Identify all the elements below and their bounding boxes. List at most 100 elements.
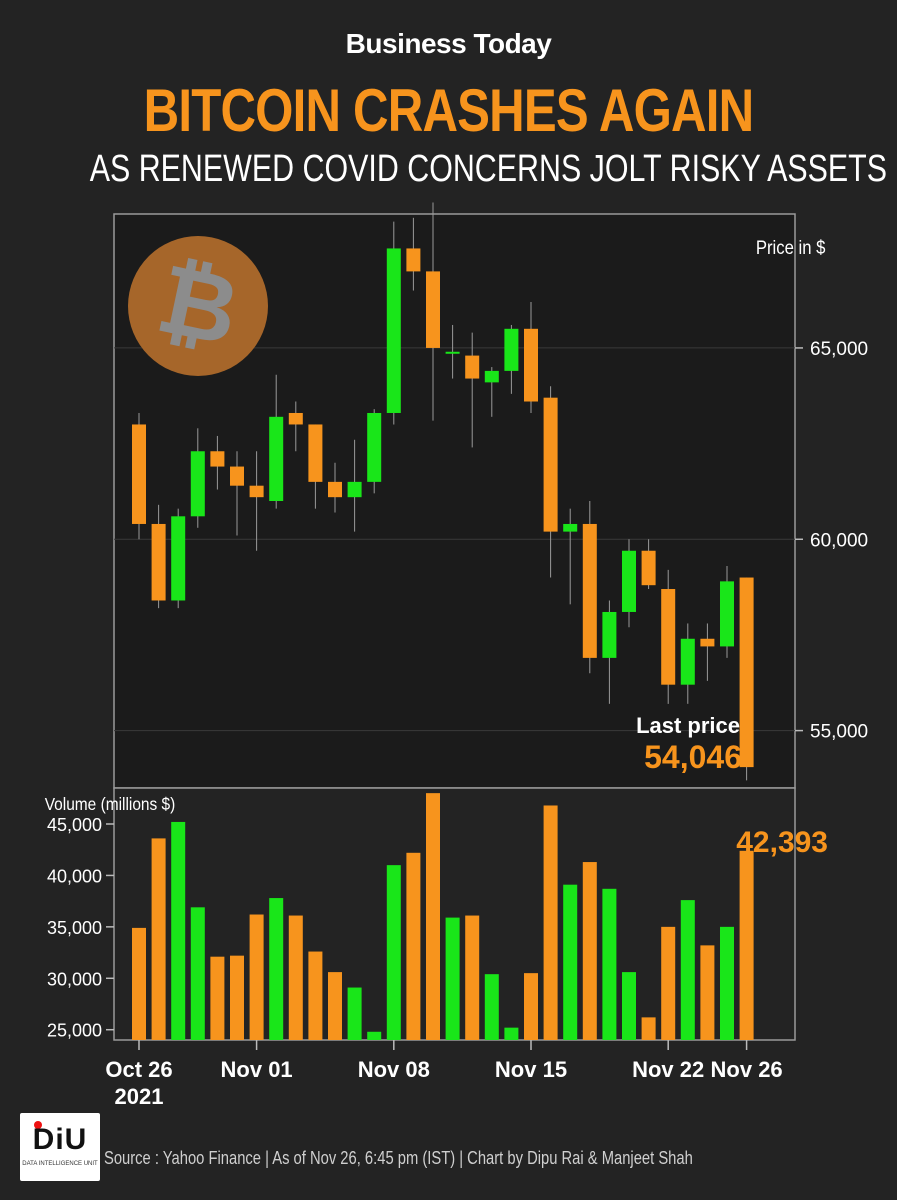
candle-body [190, 451, 205, 517]
last-price-value: 54,046 [644, 739, 742, 775]
volume-bar [680, 900, 695, 1040]
brand-name: Business Today [345, 28, 552, 59]
logo-text: DiU [32, 1123, 88, 1156]
x-tick-label-line: 2021 [115, 1084, 164, 1109]
volume-tick-label: 25,000 [47, 1021, 102, 1041]
x-tick-label: Nov 01 [221, 1057, 293, 1082]
candle-body [504, 328, 519, 371]
volume-bar [190, 907, 205, 1040]
volume-bar [582, 862, 597, 1040]
candle-body [524, 328, 538, 402]
volume-bar [406, 852, 421, 1040]
x-tick-label: Nov 08 [358, 1057, 430, 1082]
candle-body [132, 424, 146, 524]
candle-body [622, 550, 636, 612]
candle-body [288, 412, 303, 425]
candle-body [602, 611, 617, 658]
candle-body [308, 424, 323, 482]
price-tick-label: 55,000 [810, 722, 868, 743]
candle-body [484, 370, 499, 383]
price-tick-label: 65,000 [810, 339, 868, 360]
volume-tick-label: 35,000 [47, 918, 102, 938]
volume-bar [386, 865, 401, 1040]
candle-body [543, 397, 558, 532]
volume-bar [347, 987, 362, 1040]
candle-body [563, 523, 578, 532]
diu-logo: DiU DATA INTELLIGENCE UNIT [20, 1113, 100, 1181]
x-tick-label-line: Nov 08 [358, 1057, 430, 1082]
candle-body [367, 412, 382, 482]
axis-ticks: 65,000 60,000 55,000 45,000 40,000 35,000 30,0… [47, 339, 868, 1109]
volume-bar [484, 974, 499, 1040]
candle-body [739, 577, 754, 768]
logo-subtext: DATA INTELLIGENCE UNIT [22, 1161, 98, 1167]
volume-bar [249, 914, 264, 1040]
volume-bar [132, 927, 146, 1040]
candle-body [406, 248, 421, 272]
volume-bar [151, 838, 166, 1040]
candle-body [465, 355, 480, 379]
candle-body [171, 516, 186, 601]
candle-body [230, 466, 244, 486]
volume-bar [700, 945, 715, 1040]
candle-body [269, 416, 284, 501]
volume-bar [720, 926, 734, 1040]
price-axis-label: Price in $ [756, 237, 826, 258]
volume-bar [602, 888, 617, 1040]
volume-bar [171, 821, 186, 1040]
x-tick-label-line: Nov 15 [495, 1057, 567, 1082]
chart-title: BITCOIN CRASHES AGAIN [143, 77, 754, 144]
x-tick-label: Nov 22 [632, 1057, 704, 1082]
volume-tick-label: 30,000 [47, 969, 102, 989]
candlestick-series [132, 202, 754, 781]
candle-body [249, 485, 264, 498]
volume-bar [230, 955, 244, 1040]
volume-bar [367, 1031, 382, 1040]
volume-bar [504, 1027, 519, 1040]
volume-bar [426, 793, 440, 1040]
last-price-label: Last price [636, 713, 740, 738]
candle-body [680, 638, 695, 685]
candle-body [426, 271, 440, 348]
price-tick-label: 60,000 [810, 530, 868, 551]
candle-body [210, 451, 225, 467]
volume-tick-label: 45,000 [47, 815, 102, 835]
volume-axis-label: Volume (millions $) [45, 794, 176, 814]
candle-body [386, 248, 401, 413]
last-volume-value: 42,393 [736, 826, 828, 859]
chart-subtitle: AS RENEWED COVID CONCERNS JOLT RISKY ASS… [89, 148, 888, 190]
x-tick-label: Oct 26 2021 [105, 1057, 172, 1109]
logo-dot-icon [34, 1121, 42, 1129]
candle-body [582, 523, 597, 658]
candle-body [151, 523, 166, 601]
candle-body [328, 481, 342, 498]
volume-bar [288, 915, 303, 1040]
x-tick-label-line: Nov 22 [632, 1057, 704, 1082]
volume-bar [622, 972, 636, 1040]
volume-tick-label: 40,000 [47, 866, 102, 886]
candle-body [641, 550, 656, 586]
volume-bar [465, 915, 480, 1040]
x-tick-label: Nov 26 [711, 1057, 783, 1082]
candle-body [347, 481, 362, 498]
volume-bar [269, 898, 284, 1040]
candle-body [720, 581, 734, 647]
bitcoin-coin-icon: ₿ [128, 236, 268, 376]
volume-bar [661, 926, 676, 1040]
candle-body [445, 351, 460, 354]
volume-bar [308, 951, 323, 1040]
x-tick-label: Nov 15 [495, 1057, 567, 1082]
volume-bar [641, 1017, 656, 1040]
x-tick-label-line: Nov 26 [711, 1057, 783, 1082]
source-note: Source : Yahoo Finance | As of Nov 26, 6… [104, 1148, 693, 1168]
volume-bar [524, 973, 538, 1040]
volume-bar [445, 917, 460, 1040]
x-tick-label-line: Oct 26 [105, 1057, 172, 1082]
volume-bars [132, 793, 754, 1040]
volume-bar [739, 850, 754, 1040]
volume-bar [328, 972, 342, 1040]
candle-body [661, 589, 676, 685]
x-tick-label-line: Nov 01 [221, 1057, 293, 1082]
volume-bar [210, 956, 225, 1040]
